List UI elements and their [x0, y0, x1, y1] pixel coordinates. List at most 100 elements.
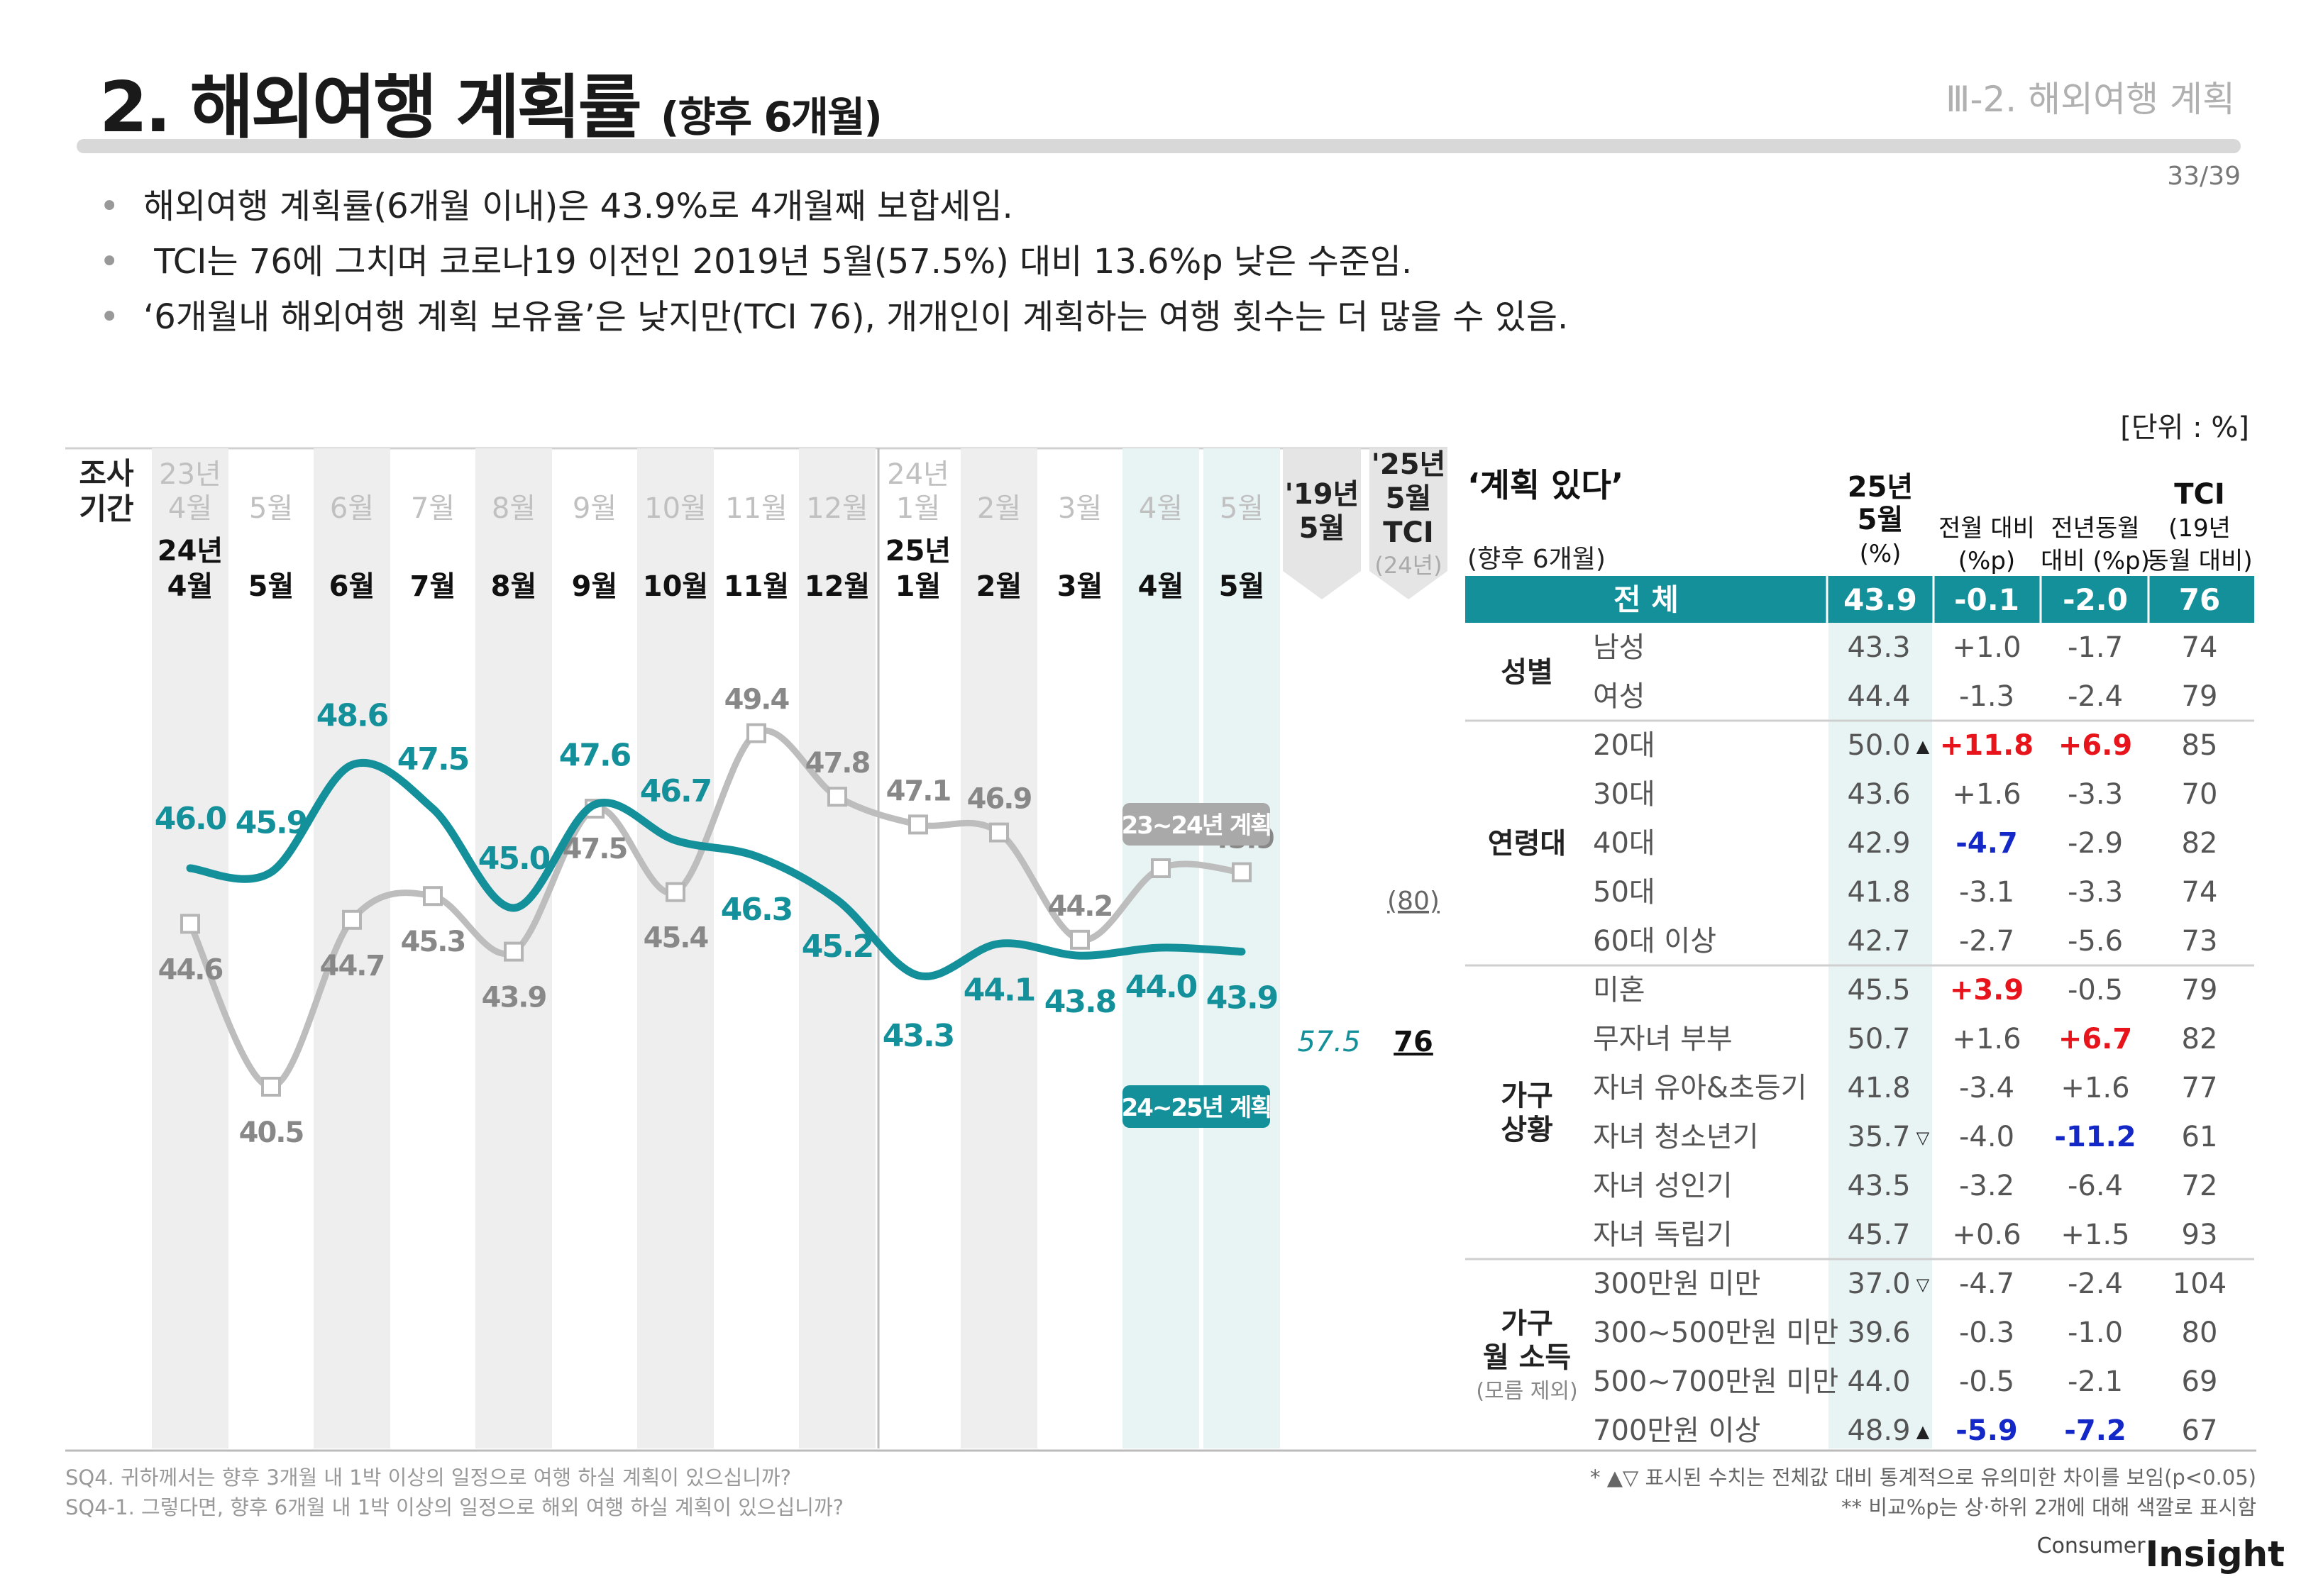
- brand-logo: ConsumerInsight: [2037, 1534, 2285, 1575]
- table-col-header-tci: 동월 대비): [2146, 547, 2252, 575]
- data-label-24-25: 46.7: [640, 773, 712, 809]
- curr-month-label: 4월: [167, 570, 214, 603]
- table-row-yoy: +6.9: [2058, 729, 2132, 762]
- table-row-label: 300~500만원 미만: [1593, 1317, 1838, 1349]
- data-label-24-25: 47.5: [397, 741, 469, 777]
- series-marker-23-24: [261, 1077, 281, 1097]
- bullet-list: • 해외여행 계획률(6개월 이내)은 43.9%로 4개월째 보합세임. • T…: [99, 179, 1568, 345]
- prev-month-label: 5월: [249, 492, 293, 525]
- table-row-tci: 73: [2182, 925, 2218, 958]
- prev-month-label: 1월: [896, 492, 940, 525]
- ref-2019-header: 5월: [1299, 512, 1345, 545]
- data-label-23-24: 47.1: [886, 775, 951, 807]
- table-row-tci: 69: [2182, 1365, 2218, 1398]
- table-row-value: 45.5: [1847, 974, 1910, 1007]
- table-row-mom: +1.0: [1952, 631, 2021, 664]
- ref-2019-value: 57.5: [1297, 1026, 1360, 1058]
- tci-prev-value: (80): [1387, 887, 1440, 916]
- footnote-line: SQ4. 귀하께서는 향후 3개월 내 1박 이상의 일정으로 여행 하실 계획…: [65, 1465, 791, 1490]
- table-row-mom: -0.5: [1959, 1365, 2014, 1398]
- table-row-label: 자녀 청소년기: [1593, 1121, 1759, 1153]
- ref-2019-header-flag: [1283, 448, 1361, 599]
- series-marker-23-24: [423, 886, 443, 907]
- data-label-23-24: 45.3: [401, 926, 465, 958]
- table-row-label: 자녀 유아&초등기: [1593, 1072, 1807, 1104]
- data-label-23-24: 46.9: [967, 783, 1032, 816]
- section-label: Ⅲ-2. 해외여행 계획: [1945, 79, 2235, 120]
- row-label: 조사: [79, 456, 134, 491]
- table-row-yoy: -0.5: [2068, 974, 2123, 1007]
- table-total-mom: -0.1: [1954, 582, 2019, 617]
- table-total-label: 전 체: [1613, 582, 1679, 617]
- tci-header: 5월: [1386, 482, 1432, 515]
- logo-word-insight: Insight: [2145, 1534, 2285, 1575]
- table-row-tci: 93: [2182, 1219, 2218, 1251]
- table-row-yoy: -6.4: [2068, 1170, 2123, 1202]
- table-row-yoy: -2.9: [2068, 827, 2123, 860]
- series-marker-23-24: [989, 822, 1009, 843]
- data-label-24-25: 46.0: [155, 801, 226, 837]
- table-row-tci: 70: [2182, 778, 2218, 811]
- table-group-note: (모름 제외): [1476, 1379, 1577, 1404]
- table-row-tci: 79: [2182, 974, 2218, 1007]
- prev-month-label: 6월: [330, 492, 374, 525]
- table-row-tci: 79: [2182, 680, 2218, 713]
- table-row-mom: -0.3: [1959, 1317, 2014, 1349]
- table-row-mom: -4.7: [1959, 1268, 2014, 1300]
- data-label-24-25: 43.9: [1206, 980, 1278, 1016]
- table-row-value: 50.7: [1847, 1023, 1910, 1055]
- table-row-value: 42.7: [1847, 925, 1910, 958]
- series-marker-23-24: [827, 787, 847, 807]
- curr-month-label: 1월: [895, 570, 942, 603]
- prev-month-label: 8월: [492, 492, 536, 525]
- table-row-yoy: +1.6: [2060, 1072, 2129, 1104]
- table-col-header-tci: (19년: [2168, 514, 2231, 543]
- bullet-item: • 해외여행 계획률(6개월 이내)은 43.9%로 4개월째 보합세임.: [99, 187, 1013, 226]
- prev-month-label: 11월: [725, 492, 788, 525]
- table-row-tci: 82: [2182, 827, 2218, 860]
- table-total-bg: [1465, 576, 2254, 623]
- curr-month-label: 5월: [248, 570, 294, 603]
- data-label-24-25: 43.3: [883, 1018, 954, 1054]
- table-row-yoy: -1.0: [2068, 1317, 2123, 1349]
- table-row-label: 500~700만원 미만: [1593, 1365, 1838, 1398]
- table-group-label: 가구: [1501, 1080, 1553, 1112]
- prev-year-label: 23년: [159, 458, 221, 491]
- tci-header: TCI: [1383, 516, 1434, 549]
- table-row-tci: 74: [2182, 876, 2218, 909]
- curr-month-label: 3월: [1057, 570, 1103, 603]
- table-row-label: 여성: [1593, 680, 1645, 713]
- table-row-mom: -3.2: [1959, 1170, 2014, 1202]
- series-marker-23-24: [746, 723, 766, 743]
- table-row-label: 자녀 독립기: [1593, 1219, 1733, 1251]
- table-row-tci: 104: [2173, 1268, 2227, 1300]
- row-label: 기간: [79, 492, 133, 526]
- series-tag-23-24: 23~24년 계획: [1122, 811, 1271, 840]
- data-label-23-24: 43.9: [482, 982, 546, 1014]
- table-row-yoy: -2.4: [2068, 1268, 2123, 1300]
- table-col-header-mom: 전월 대비: [1938, 514, 2035, 543]
- table-title: ‘계획 있다’: [1467, 466, 1623, 504]
- bullet-item: • TCI는 76에 그치며 코로나19 이전인 2019년 5월(57.5%)…: [99, 242, 1413, 282]
- table-col-header-yoy: 전년동월: [2051, 514, 2139, 543]
- table-row-sig-mark: ▲: [1916, 1422, 1930, 1441]
- prev-month-label: 7월: [411, 492, 455, 525]
- tci-value: 76: [1394, 1026, 1433, 1058]
- bullet-item: • ‘6개월내 해외여행 계획 보유율’은 낮지만(TCI 76), 개개인이 계…: [99, 297, 1569, 337]
- table-row-label: 미혼: [1593, 974, 1645, 1007]
- curr-month-label: 7월: [410, 570, 456, 603]
- data-label-24-25: 44.0: [1125, 969, 1197, 1005]
- table-row-yoy: -2.1: [2068, 1365, 2123, 1398]
- table-subtitle: (향후 6개월): [1467, 545, 1606, 574]
- table-row-yoy: -3.3: [2068, 778, 2123, 811]
- logo-word-consumer: Consumer: [2036, 1534, 2146, 1558]
- table-total-yoy: -2.0: [2063, 582, 2128, 617]
- table-row-value: 44.4: [1847, 680, 1910, 713]
- table-col-header-mom: (%p): [1958, 547, 2015, 575]
- table-row-label: 20대: [1593, 729, 1655, 762]
- table-row-sig-mark: ▽: [1916, 1128, 1930, 1148]
- table-col-header-tci: TCI: [2174, 478, 2225, 511]
- data-label-23-24: 40.5: [239, 1116, 304, 1149]
- table-group-label: 월 소득: [1483, 1341, 1571, 1374]
